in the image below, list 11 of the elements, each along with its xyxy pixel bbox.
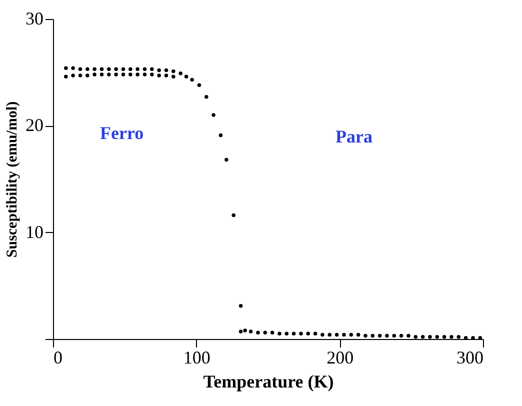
x-tick-label: 0 xyxy=(54,348,62,368)
annotation: Para xyxy=(336,126,372,146)
y-tick-label: 30 xyxy=(26,8,44,28)
x-tick-label: 100 xyxy=(183,348,210,368)
x-tick-label: 300 xyxy=(456,348,484,368)
x-axis-title: Temperature (K) xyxy=(203,372,334,392)
y-axis-title: Susceptibility (emu/mol) xyxy=(4,101,20,258)
y-tick-label: 10 xyxy=(26,222,44,242)
x-tick-label: 200 xyxy=(326,348,354,368)
y-tick-label: 20 xyxy=(26,115,44,136)
annotation: Ferro xyxy=(100,123,144,144)
